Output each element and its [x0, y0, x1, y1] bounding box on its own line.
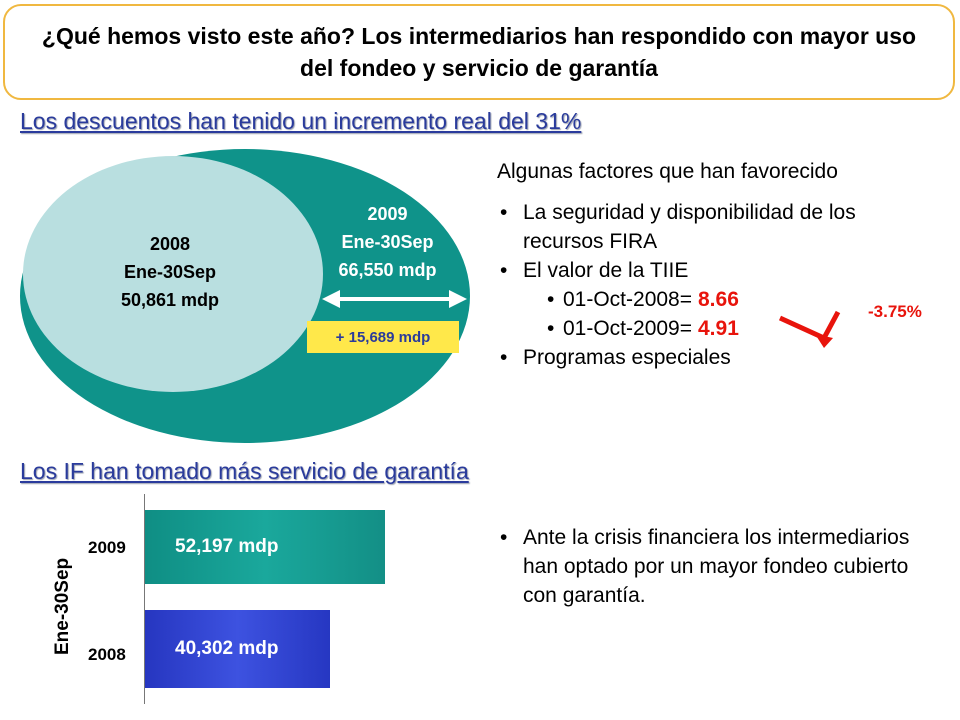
rate-label-2008: 01-Oct-2008=: [563, 288, 692, 311]
section-heading-guarantee: Los IF han tomado más servicio de garant…: [20, 458, 469, 484]
rate-value-2009: 4.91: [698, 317, 739, 340]
inner-period: Ene-30Sep: [123, 262, 217, 282]
factor-item-programs: Programas especiales: [497, 343, 937, 372]
outer-amount: 66,550 mdp: [338, 260, 437, 280]
slide-title-box: ¿Qué hemos visto este año? Los intermedi…: [3, 4, 955, 100]
year-label-2008: 2008: [88, 645, 126, 664]
rate-value-2008: 8.66: [698, 288, 739, 311]
factors-list: Algunas factores que han favorecido La s…: [497, 157, 937, 372]
section-heading-discounts: Los descuentos han tenido un incremento …: [20, 108, 582, 134]
factors-lead: Algunas factores que han favorecido: [497, 160, 838, 183]
slide-title: ¿Qué hemos visto este año? Los intermedi…: [41, 23, 917, 81]
outer-year: 2009: [367, 204, 408, 224]
inner-amount: 50,861 mdp: [120, 290, 220, 310]
rate-label-2009: 01-Oct-2009=: [563, 317, 692, 340]
crisis-note-text: Ante la crisis financiera los intermedia…: [497, 523, 917, 610]
bar-axis-line: [144, 494, 145, 704]
inner-ellipse-label: 2008 Ene-30Sep 50,861 mdp: [100, 230, 240, 314]
crisis-note: Ante la crisis financiera los intermedia…: [497, 523, 917, 610]
double-arrow: [322, 290, 467, 308]
rate-item-2009: 01-Oct-2009= 4.91: [497, 314, 937, 343]
outer-ellipse-label: 2009 Ene-30Sep 66,550 mdp: [315, 200, 460, 284]
inner-year: 2008: [149, 234, 191, 254]
bar-2008: 40,302 mdp: [145, 610, 330, 688]
bar-2009: 52,197 mdp: [145, 510, 385, 584]
axis-label-period: Ene-30Sep: [52, 557, 73, 655]
factor-item-resources: La seguridad y disponibilidad de los rec…: [497, 198, 937, 256]
factor-item-tiie: El valor de la TIIE: [497, 256, 937, 285]
outer-period: Ene-30Sep: [341, 232, 434, 252]
rate-change-label: -3.75%: [868, 302, 922, 321]
increment-badge: + 15,689 mdp: [307, 321, 459, 353]
year-label-2009: 2009: [88, 538, 126, 557]
rate-item-2008: 01-Oct-2008= 8.66: [497, 285, 937, 314]
inner-ellipse-2008: [23, 156, 323, 392]
